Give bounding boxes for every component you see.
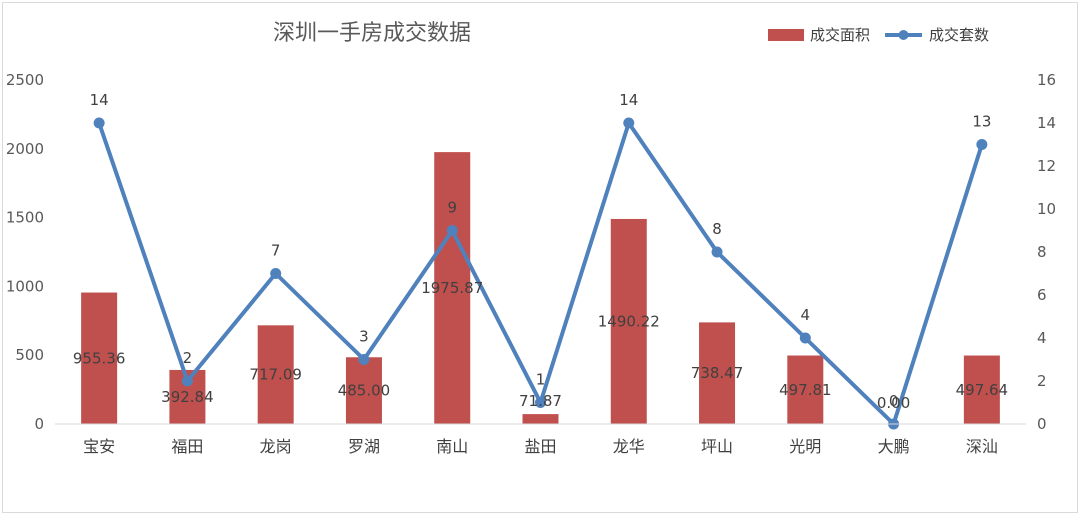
bar (434, 152, 471, 424)
bar (610, 218, 647, 424)
line-point (270, 268, 282, 279)
line-data-label: 2 (183, 349, 193, 367)
legend-line-label: 成交套数 (929, 26, 989, 44)
bar-series (81, 152, 1000, 424)
line-data-label: 13 (972, 113, 991, 131)
x-tick-label: 龙华 (613, 437, 645, 456)
chart-title: 深圳一手房成交数据 (273, 21, 471, 46)
line-point (623, 117, 635, 129)
line-data-label: 0 (889, 392, 899, 410)
right-tick-label: 4 (1037, 329, 1047, 347)
legend-bar-swatch (768, 29, 804, 41)
bar (257, 325, 294, 424)
left-tick-label: 1000 (6, 277, 44, 295)
bar (963, 355, 1000, 424)
line-data-labels: 14 2 7 3 9 1 14 8 4 0 13 (90, 91, 992, 410)
line-point (535, 397, 546, 408)
line-point (93, 117, 105, 129)
line-point (181, 375, 193, 387)
left-tick-label: 0 (34, 415, 44, 433)
line-data-label: 8 (712, 220, 722, 238)
x-tick-label: 罗湖 (348, 437, 380, 456)
left-tick-label: 500 (15, 346, 44, 364)
legend-line-marker (898, 30, 909, 40)
x-tick-label: 大鹏 (878, 437, 910, 456)
right-axis: 0 2 4 6 8 10 12 14 16 (1037, 71, 1056, 433)
line-data-label: 1 (536, 371, 546, 389)
x-tick-label: 南山 (436, 437, 468, 456)
bar (81, 292, 118, 424)
bar (345, 357, 382, 424)
line-point (976, 139, 988, 150)
x-tick-label: 宝安 (83, 437, 115, 456)
line-data-label: 14 (90, 91, 109, 109)
x-tick-label: 深汕 (966, 437, 998, 456)
right-tick-label: 8 (1037, 243, 1047, 261)
bar-data-labels: 955.36 392.84 717.09 485.00 1975.87 71.87 1490… (73, 279, 1008, 412)
bar (787, 355, 824, 424)
x-tick-label: 光明 (789, 437, 821, 456)
bar (699, 322, 736, 424)
bar-data-label: 0.00 (877, 394, 910, 412)
line-data-label: 7 (271, 242, 281, 260)
line-data-label: 9 (447, 199, 457, 217)
right-tick-label: 6 (1037, 286, 1047, 304)
bar-data-label: 738.47 (691, 364, 744, 382)
line-data-label: 4 (801, 306, 811, 324)
bar-data-label: 1975.87 (421, 279, 483, 297)
bar-data-label: 392.84 (161, 388, 214, 406)
line-point (358, 354, 370, 365)
left-axis: 0 500 1000 1500 2000 2500 (6, 71, 44, 433)
bar-data-label: 717.09 (249, 366, 302, 384)
bar-data-label: 955.36 (73, 349, 126, 367)
bar-data-label: 1490.22 (598, 312, 660, 330)
legend: 成交面积 成交套数 (768, 26, 989, 44)
line-point (446, 225, 458, 236)
bar-data-label: 497.64 (956, 381, 1009, 399)
right-tick-label: 16 (1037, 71, 1056, 89)
line-series (93, 117, 988, 430)
legend-bar-label: 成交面积 (810, 26, 870, 44)
left-tick-label: 2500 (6, 71, 44, 89)
line-data-label: 14 (619, 91, 638, 109)
right-tick-label: 10 (1037, 200, 1056, 218)
x-tick-label: 坪山 (701, 437, 733, 456)
line-point (799, 332, 811, 344)
right-tick-label: 2 (1037, 372, 1047, 390)
left-tick-label: 1500 (6, 209, 44, 227)
bar-data-label: 485.00 (338, 382, 391, 400)
bar-data-label: 497.81 (779, 381, 832, 399)
right-tick-label: 12 (1037, 157, 1056, 175)
bar-data-label: 71.87 (519, 392, 562, 410)
x-tick-label: 龙岗 (260, 437, 292, 456)
line-data-label: 3 (359, 328, 369, 346)
x-axis: 宝安 福田 龙岗 罗湖 南山 盐田 龙华 坪山 光明 大鹏 深汕 (55, 423, 1026, 456)
bar (522, 414, 559, 424)
line-point (711, 246, 723, 258)
right-tick-label: 0 (1037, 415, 1047, 433)
left-tick-label: 2000 (6, 140, 44, 158)
right-tick-label: 14 (1037, 114, 1056, 132)
x-tick-label: 盐田 (524, 437, 556, 456)
x-tick-label: 福田 (171, 437, 203, 456)
